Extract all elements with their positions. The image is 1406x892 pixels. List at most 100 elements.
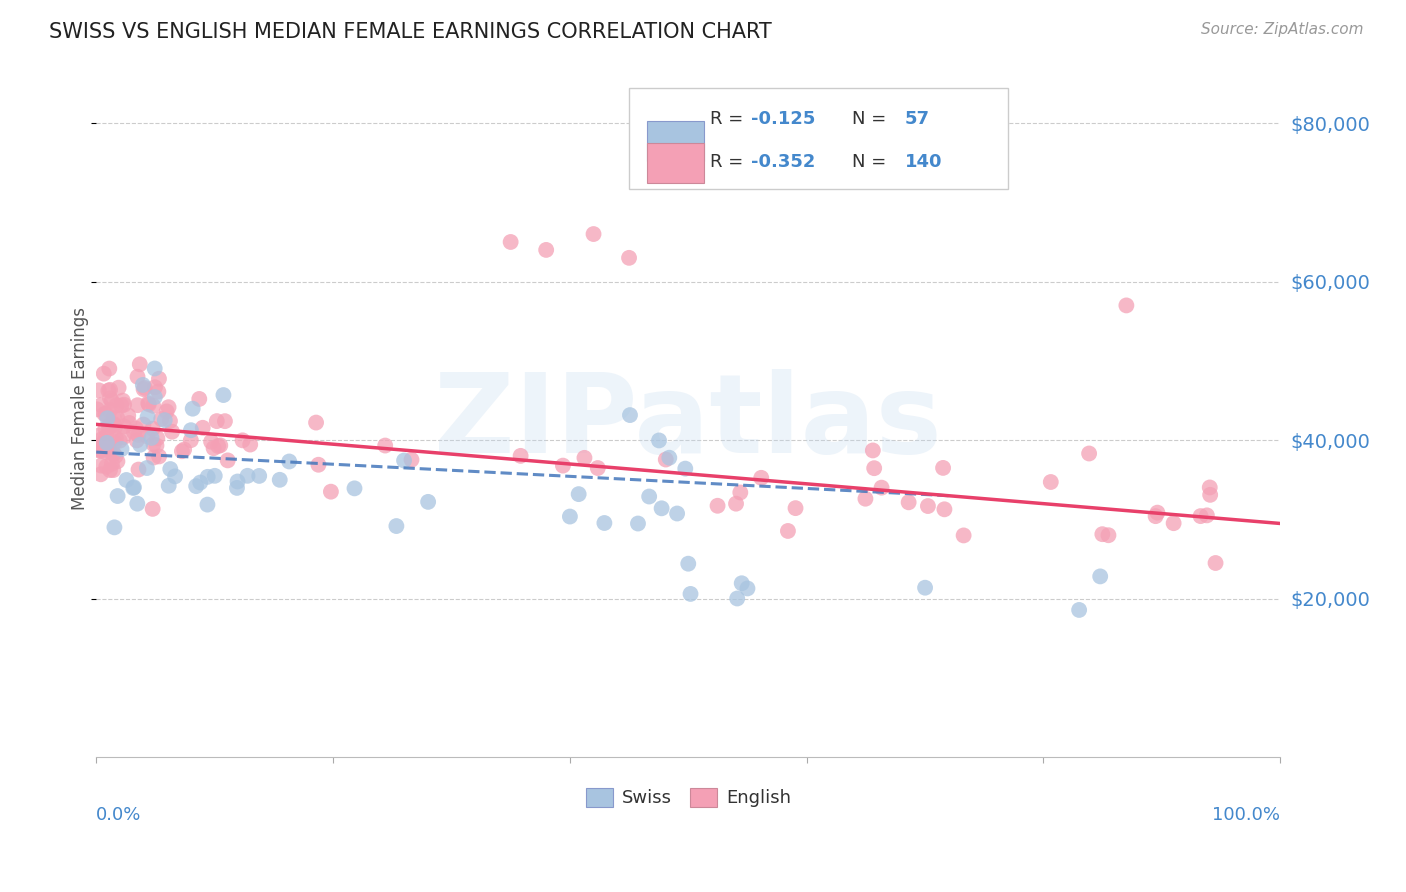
Point xyxy=(247,469,270,483)
Point xyxy=(673,461,696,475)
Point xyxy=(156,404,179,418)
Point xyxy=(107,381,129,395)
Point xyxy=(142,437,165,451)
Point xyxy=(94,422,117,436)
Point xyxy=(678,557,700,571)
Point xyxy=(150,412,173,426)
Point xyxy=(104,431,127,445)
Point xyxy=(136,409,159,424)
Point xyxy=(207,439,229,453)
Point xyxy=(209,438,232,452)
Point xyxy=(863,461,886,475)
Point xyxy=(94,429,117,443)
Point xyxy=(737,582,759,596)
Point xyxy=(226,481,249,495)
Point xyxy=(112,430,135,444)
Point xyxy=(749,471,772,485)
Point xyxy=(159,414,181,428)
Point xyxy=(204,468,226,483)
Point xyxy=(226,475,249,489)
Point xyxy=(658,450,681,465)
Point xyxy=(93,407,115,421)
Text: 0.0%: 0.0% xyxy=(96,806,142,824)
Point xyxy=(118,416,141,430)
Point xyxy=(385,519,408,533)
Point xyxy=(725,591,748,606)
FancyBboxPatch shape xyxy=(647,120,703,161)
Point xyxy=(143,390,166,404)
Point xyxy=(200,434,222,449)
Point xyxy=(127,497,149,511)
Point xyxy=(97,437,120,451)
Point xyxy=(725,497,748,511)
Point xyxy=(278,454,301,468)
Point xyxy=(870,481,893,495)
Point xyxy=(173,442,195,457)
Point xyxy=(103,520,125,534)
Point xyxy=(934,502,956,516)
Point xyxy=(1115,298,1137,312)
Point xyxy=(98,392,121,406)
Point xyxy=(132,378,155,392)
Point xyxy=(142,399,165,413)
Point xyxy=(143,361,166,376)
Point xyxy=(87,384,110,398)
Point xyxy=(128,462,150,476)
Point xyxy=(153,413,176,427)
Point xyxy=(319,484,342,499)
Point xyxy=(98,463,121,477)
Point xyxy=(86,442,108,456)
Point xyxy=(127,398,149,412)
Point xyxy=(101,418,124,433)
Point xyxy=(112,419,135,434)
Point xyxy=(666,507,689,521)
Point xyxy=(87,428,110,442)
Point xyxy=(785,501,807,516)
Point xyxy=(89,443,111,458)
Point xyxy=(917,499,939,513)
Point xyxy=(122,425,145,439)
Point xyxy=(305,416,328,430)
Point xyxy=(197,498,219,512)
Point xyxy=(103,417,125,431)
Point xyxy=(163,469,186,483)
Point xyxy=(1144,509,1167,524)
Point xyxy=(1198,480,1220,494)
Point xyxy=(180,433,202,447)
Point xyxy=(932,461,955,475)
Point xyxy=(374,438,396,452)
Point xyxy=(307,458,329,472)
Point xyxy=(205,414,228,428)
Point xyxy=(104,420,127,434)
Point xyxy=(135,461,157,475)
Point xyxy=(103,410,125,425)
Point xyxy=(619,408,641,422)
Point xyxy=(638,490,661,504)
Point xyxy=(509,449,531,463)
Point xyxy=(142,501,165,516)
Point xyxy=(191,421,214,435)
Point xyxy=(157,479,180,493)
Point xyxy=(914,581,936,595)
Point xyxy=(98,443,121,458)
Point xyxy=(107,489,129,503)
Text: N =: N = xyxy=(852,111,886,128)
Point xyxy=(582,227,605,241)
Point xyxy=(90,398,112,412)
Point xyxy=(1097,528,1119,542)
Point xyxy=(125,434,148,448)
Point xyxy=(122,480,145,494)
Point xyxy=(568,487,591,501)
FancyBboxPatch shape xyxy=(628,87,1008,189)
Point xyxy=(679,587,702,601)
Point xyxy=(731,576,754,591)
Text: Source: ZipAtlas.com: Source: ZipAtlas.com xyxy=(1201,22,1364,37)
Point xyxy=(593,516,616,530)
Point xyxy=(111,393,134,408)
Point xyxy=(141,431,163,445)
Point xyxy=(730,485,752,500)
Point xyxy=(143,380,166,394)
Point xyxy=(110,442,132,456)
Point xyxy=(127,428,149,442)
Point xyxy=(136,429,159,443)
